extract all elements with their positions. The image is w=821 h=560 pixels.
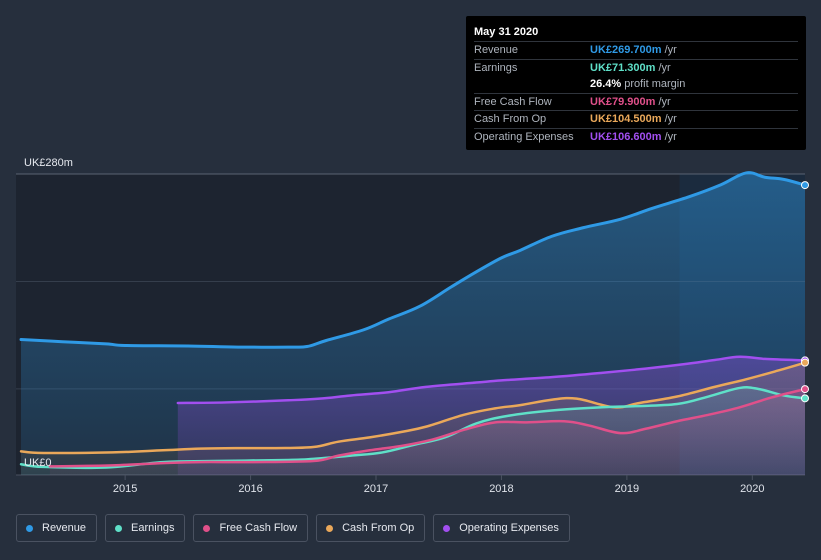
tooltip-suffix: /yr: [664, 44, 677, 57]
legend-item-operating-expenses[interactable]: Operating Expenses: [433, 514, 570, 542]
tooltip-row-revenue: Revenue UK£269.700m /yr: [474, 41, 798, 59]
tooltip-value: UK£269.700m: [590, 44, 662, 57]
series-area-free-cash-flow: [49, 389, 806, 475]
tooltip-row-cash-from-op: Cash From Op UK£104.500m /yr: [474, 110, 798, 128]
free-cash-flow-dot-icon: [203, 524, 211, 532]
x-tick-label: 2017: [364, 483, 388, 495]
legend-item-revenue[interactable]: Revenue: [16, 514, 98, 542]
tooltip-value: UK£79.900m: [590, 95, 656, 108]
y-axis-max-label: UK£280m: [24, 157, 73, 169]
tooltip-value: UK£106.600m: [590, 130, 662, 143]
series-line-cash-from-op: [19, 361, 807, 455]
legend-item-free-cash-flow[interactable]: Free Cash Flow: [193, 514, 309, 542]
legend-item-earnings[interactable]: Earnings: [105, 514, 186, 542]
series-end-dot-free-cash-flow: [801, 385, 809, 394]
series-line-operating-expenses: [176, 355, 807, 405]
tooltip-label: Free Cash Flow: [474, 95, 552, 108]
series-end-dot-earnings: [801, 394, 809, 403]
tooltip-panel: May 31 2020 Revenue UK£269.700m /yr Earn…: [466, 16, 806, 150]
tooltip-row-earnings: Earnings UK£71.300m /yr: [474, 58, 798, 77]
chart-area: 2015 2016 2017 2018 2019 2020 UK£280m UK£0: [16, 157, 809, 495]
legend-label: Operating Expenses: [459, 522, 559, 534]
series-line-revenue: [19, 171, 807, 349]
tooltip-row-free-cash-flow: Free Cash Flow UK£79.900m /yr: [474, 92, 798, 111]
x-tick-label: 2019: [615, 483, 639, 495]
x-tick-label: 2015: [113, 483, 137, 495]
tooltip-value: 26.4%: [590, 78, 622, 91]
y-axis-min-label: UK£0: [24, 457, 52, 469]
tooltip-value: UK£104.500m: [590, 113, 662, 126]
tooltip-label: Earnings: [474, 61, 518, 74]
tooltip-label: Operating Expenses: [474, 130, 574, 143]
tooltip-value: UK£71.300m: [590, 61, 656, 74]
operating-expenses-dot-icon: [443, 524, 451, 532]
series-end-dot-cash-from-op: [801, 358, 809, 367]
series-end-dot-revenue: [801, 181, 809, 190]
legend-label: Revenue: [42, 522, 87, 534]
legend-label: Earnings: [131, 522, 175, 534]
legend: Revenue Earnings Free Cash Flow Cash Fro…: [16, 514, 578, 542]
x-tick-label: 2016: [238, 483, 262, 495]
tooltip-label: Cash From Op: [474, 113, 547, 126]
tooltip-suffix: /yr: [664, 113, 677, 126]
tooltip-row-profit-margin: 26.4% profit margin: [474, 76, 798, 93]
tooltip-label: Revenue: [474, 44, 519, 57]
x-tick-label: 2018: [489, 483, 513, 495]
series-line-free-cash-flow: [48, 387, 807, 468]
legend-label: Cash From Op: [342, 522, 415, 534]
earnings-dot-icon: [115, 524, 123, 532]
tooltip-suffix: /yr: [658, 95, 671, 108]
x-tick-label: 2020: [740, 483, 764, 495]
cash-from-op-dot-icon: [326, 524, 334, 532]
tooltip-suffix: /yr: [658, 61, 671, 74]
legend-item-cash-from-op[interactable]: Cash From Op: [316, 514, 426, 542]
tooltip-suffix: /yr: [664, 130, 677, 143]
chart-svg: 2015 2016 2017 2018 2019 2020 UK£280m UK£0: [16, 157, 809, 495]
tooltip-suffix: profit margin: [624, 78, 686, 91]
tooltip-date: May 31 2020: [474, 26, 539, 38]
legend-label: Free Cash Flow: [219, 522, 298, 534]
tooltip-row-operating-expenses: Operating Expenses UK£106.600m /yr: [474, 127, 798, 146]
revenue-dot-icon: [26, 524, 33, 532]
